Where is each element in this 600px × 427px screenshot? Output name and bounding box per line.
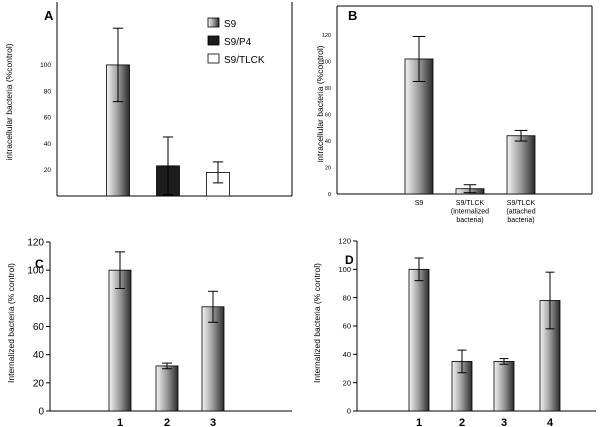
panel-a-plot: 20 40 60 80 100 xyxy=(40,2,293,197)
y-tick-label: 120 xyxy=(338,237,351,246)
y-tick-label: 100 xyxy=(322,60,331,66)
panel-b: B intracellular bacteria (%control) 0 20 4… xyxy=(315,5,593,224)
panel-c: C Internalized bacteria (% control) 0 20 4… xyxy=(6,238,292,427)
category-label: 1 xyxy=(117,417,123,427)
category-label: 3 xyxy=(210,417,216,427)
y-tick-label: 20 xyxy=(343,378,351,387)
panel-a-legend: S9 S9/P4 S9/TLCK xyxy=(207,17,265,66)
category-label: bacteria) xyxy=(507,217,534,224)
y-tick-label: 0 xyxy=(328,192,331,198)
y-tick-label: 40 xyxy=(325,139,331,145)
bar xyxy=(155,365,179,412)
legend-label-s9-tlck: S9/TLCK xyxy=(224,55,265,66)
category-label: 2 xyxy=(164,417,170,427)
panel-a-letter: A xyxy=(44,8,54,23)
category-label: bacteria) xyxy=(456,217,483,224)
y-tick-label: 40 xyxy=(33,350,45,361)
y-tick-label: 60 xyxy=(33,322,45,333)
y-tick-label: 80 xyxy=(33,294,45,305)
panel-d-plot: 0 20 40 60 80 100 120 1 2 3 4 xyxy=(338,237,596,427)
legend-swatch-s9 xyxy=(207,17,220,28)
panel-b-letter: B xyxy=(348,8,357,23)
y-tick-label: 80 xyxy=(325,86,331,92)
y-tick-label: 40 xyxy=(343,350,351,359)
y-tick-label: 80 xyxy=(343,293,351,302)
panel-b-ylabel: intracellular bacteria (%control) xyxy=(315,45,325,162)
y-tick-label: 40 xyxy=(44,141,52,148)
category-label: 4 xyxy=(547,417,554,427)
y-tick-label: 120 xyxy=(27,238,44,249)
panel-d-ylabel: Internalized bacteria (% control) xyxy=(312,263,322,383)
legend-label-s9: S9 xyxy=(224,19,237,30)
panel-a-ylabel: intracellular bacteria (%control) xyxy=(4,43,14,160)
category-label: 2 xyxy=(459,417,465,427)
category-label: S9 xyxy=(415,200,424,207)
y-tick-label: 60 xyxy=(343,322,351,331)
y-tick-label: 0 xyxy=(38,407,44,418)
y-tick-label: 20 xyxy=(33,378,45,389)
category-label: (attached xyxy=(506,209,535,216)
panel-c-ylabel: Internalized bacteria (% control) xyxy=(6,263,16,383)
legend-swatch-s9-p4 xyxy=(207,35,220,46)
panel-c-letter: C xyxy=(35,257,44,271)
y-tick-label: 60 xyxy=(44,115,52,122)
y-tick-label: 0 xyxy=(347,407,351,416)
bar xyxy=(108,269,132,412)
category-label: (internalized xyxy=(451,209,489,216)
y-tick-label: 60 xyxy=(325,112,331,118)
y-tick-label: 100 xyxy=(338,265,351,274)
bar xyxy=(408,268,430,412)
bar xyxy=(493,361,515,412)
panel-a: A intracellular bacteria (%control) 20 40… xyxy=(4,2,293,197)
y-tick-label: 20 xyxy=(44,167,52,174)
legend-label-s9-p4: S9/P4 xyxy=(224,37,252,48)
y-tick-label: 80 xyxy=(44,88,52,95)
bar xyxy=(506,135,536,195)
panel-c-plot: 0 20 40 60 80 100 120 1 2 3 xyxy=(27,238,292,427)
category-label: 3 xyxy=(501,417,507,427)
legend-swatch-s9-tlck xyxy=(207,53,220,64)
panel-d: D Internalized bacteria (% control) 0 20 4… xyxy=(312,237,596,427)
y-tick-label: 100 xyxy=(27,266,44,277)
y-tick-label: 20 xyxy=(325,165,331,171)
y-tick-label: 100 xyxy=(40,62,51,69)
category-label: S9/TLCK xyxy=(507,200,536,207)
category-label: S9/TLCK xyxy=(456,200,485,207)
panel-d-letter: D xyxy=(345,253,354,267)
category-label: 1 xyxy=(416,417,422,427)
y-tick-label: 120 xyxy=(322,33,331,39)
